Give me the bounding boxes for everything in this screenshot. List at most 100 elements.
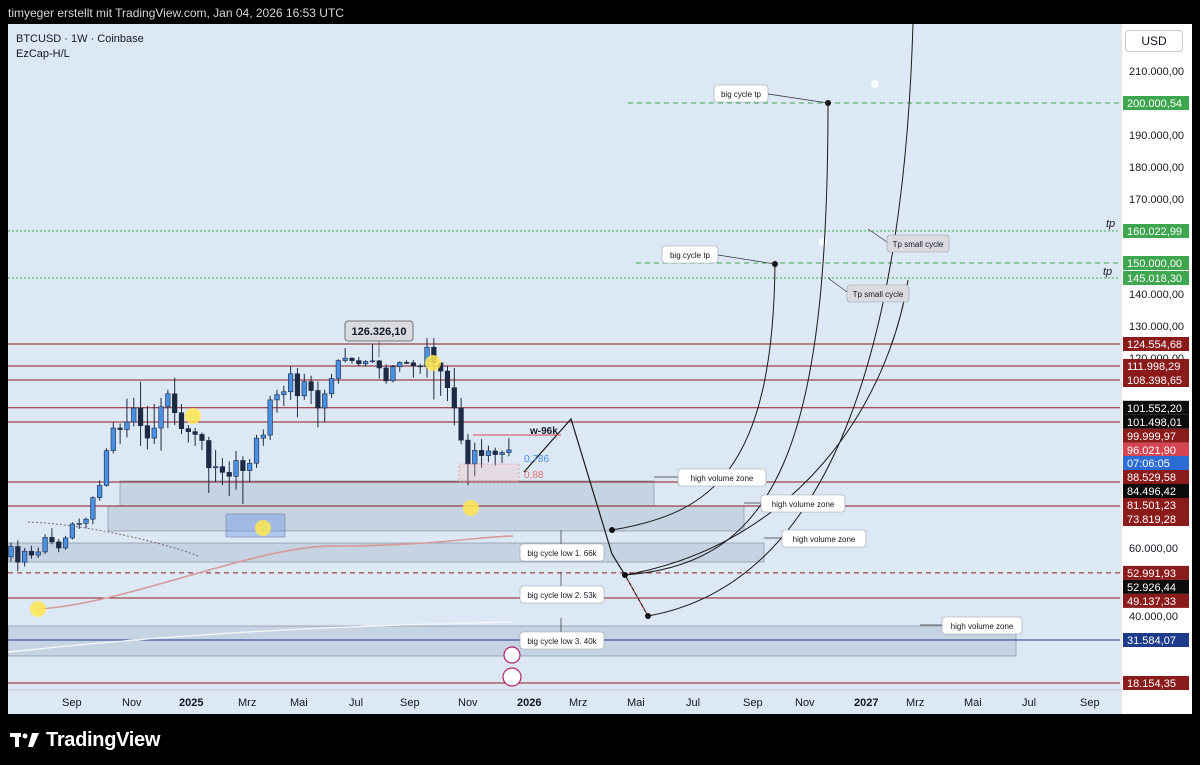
candle-body [144, 425, 151, 439]
candle-body [308, 381, 314, 391]
price-tag-text: 73.819,28 [1127, 514, 1176, 526]
candle-body [42, 537, 48, 553]
high-volume-zone-callout-box [781, 529, 867, 548]
y-axis-tick: 130.000,00 [1129, 321, 1184, 333]
price-tag-text: 111.998,29 [1127, 361, 1180, 373]
x-axis-label: Jul [686, 697, 700, 709]
high-volume-zone-callout: high volume zone [781, 529, 867, 548]
candle-body [403, 362, 410, 364]
highlight-circle [255, 520, 271, 536]
chart-svg[interactable]: 126.326,10 w-96k 0,786 0,88 high volume zone… [8, 24, 1192, 714]
volume-zone-box [119, 480, 655, 507]
price-tag: 150.000,00 [1123, 256, 1189, 270]
candle-body [260, 434, 266, 439]
candle-body [35, 551, 41, 556]
candle-body [335, 360, 341, 379]
y-axis-tick: 190.000,00 [1129, 130, 1184, 142]
price-tag: 49.137,33 [1123, 593, 1189, 608]
projection-path [523, 417, 649, 617]
price-tag: 160.022,99 [1123, 224, 1189, 239]
candle-body [103, 450, 110, 486]
price-tag-text: 52.926,44 [1127, 582, 1176, 594]
projection-dashed [624, 574, 649, 617]
candle-body [213, 466, 219, 469]
ma-line-white [8, 621, 514, 653]
y-axis-tick: 60.000,00 [1129, 543, 1178, 555]
candle-body [267, 399, 273, 436]
cycle-low-callout-text: big cycle low 3. 40k [527, 637, 597, 646]
x-axis-label: Mai [627, 697, 645, 709]
volume-zone-box [107, 505, 745, 532]
price-tag: 73.819,28 [1123, 511, 1189, 526]
candle-body [178, 412, 185, 429]
indicator-name[interactable]: EzCap-H/L [16, 48, 70, 60]
candle-body [219, 466, 226, 473]
big-cycle-tp-callout-box [661, 245, 719, 264]
candle-body [22, 550, 28, 563]
symbol-title[interactable]: BTCUSD · 1W · Coinbase [16, 33, 144, 45]
high-volume-zone-callout-text: high volume zone [951, 622, 1014, 631]
candle-body [233, 460, 239, 477]
x-axis-label: 2025 [179, 697, 203, 709]
price-tag-text: 101.498,01 [1127, 417, 1182, 429]
price-tag-text: 07:06:05 [1127, 458, 1170, 470]
price-tag-bg [1123, 414, 1189, 429]
candle-body [110, 427, 116, 451]
big-cycle-tp-callout-text: big cycle tp [721, 90, 762, 99]
candle-body [417, 365, 423, 368]
candle-body [301, 381, 307, 397]
tp-connector [767, 93, 829, 104]
price-tag-bg [1123, 400, 1189, 415]
candle-body [247, 462, 253, 471]
y-axis-tick: 210.000,00 [1129, 66, 1184, 78]
candle-body [383, 367, 389, 382]
attribution-header: timyeger erstellt mit TradingView.com, J… [8, 6, 344, 20]
y-axis-tick: 170.000,00 [1129, 194, 1184, 206]
candle-body [485, 450, 492, 456]
price-tag: 52.991,93 [1123, 565, 1189, 580]
currency-button[interactable]: USD [1125, 30, 1183, 52]
tradingview-logo[interactable]: TradingView [10, 727, 160, 753]
candle-body [322, 393, 328, 409]
y-axis-tick: 40.000,00 [1129, 611, 1178, 623]
candle-body [137, 407, 144, 426]
chart-legend: BTCUSD · 1W · Coinbase EzCap-H/L [16, 32, 144, 62]
big-cycle-tp-callout: big cycle tp [713, 84, 769, 103]
big-cycle-tp-callout: big cycle tp [661, 245, 719, 264]
tp-connector [867, 228, 888, 243]
price-tag-bg [1123, 358, 1189, 373]
highlight-circle [30, 601, 46, 617]
ath-price-label: 126.326,10 [351, 326, 406, 338]
candle-body [342, 357, 348, 361]
candle-body [472, 450, 478, 465]
candle-body [253, 437, 260, 464]
price-tag-text: 99.999,97 [1127, 431, 1176, 443]
price-tag: 124.554,68 [1123, 336, 1189, 351]
price-tag: 88.529,58 [1123, 469, 1189, 484]
price-tag-text: 18.154,35 [1127, 678, 1176, 690]
x-axis-label: Jul [349, 697, 363, 709]
x-axis-label: Nov [795, 697, 815, 709]
price-tag: 99.999,97 [1123, 428, 1189, 443]
cycle-low-callout: big cycle low 3. 40k [519, 631, 605, 650]
candle-body [185, 428, 191, 432]
tp-small-cycle-callout-text: Tp small cycle [853, 290, 904, 299]
candle-body [458, 407, 464, 441]
candle-body [349, 357, 355, 361]
us-flag-icon [502, 667, 522, 687]
price-tag-bg [1123, 497, 1189, 512]
cycle-low-callout: big cycle low 1. 66k [519, 543, 605, 562]
faint-dot [871, 80, 879, 88]
candle-body [492, 450, 498, 455]
candle-body [172, 393, 178, 413]
price-tag-bg [1123, 579, 1189, 594]
high-volume-zone-callout-box [677, 468, 767, 487]
cycle-low-callout-text: big cycle low 1. 66k [527, 549, 597, 558]
candle-body [151, 427, 157, 439]
chart-frame: 126.326,10 w-96k 0,786 0,88 high volume zone… [8, 24, 1192, 714]
candle-body [131, 407, 137, 423]
x-axis-label: Nov [122, 697, 142, 709]
price-tag-text: 145.018,30 [1127, 273, 1182, 285]
price-tag: 101.498,01 [1123, 414, 1189, 429]
ma-line-pink [37, 535, 514, 610]
